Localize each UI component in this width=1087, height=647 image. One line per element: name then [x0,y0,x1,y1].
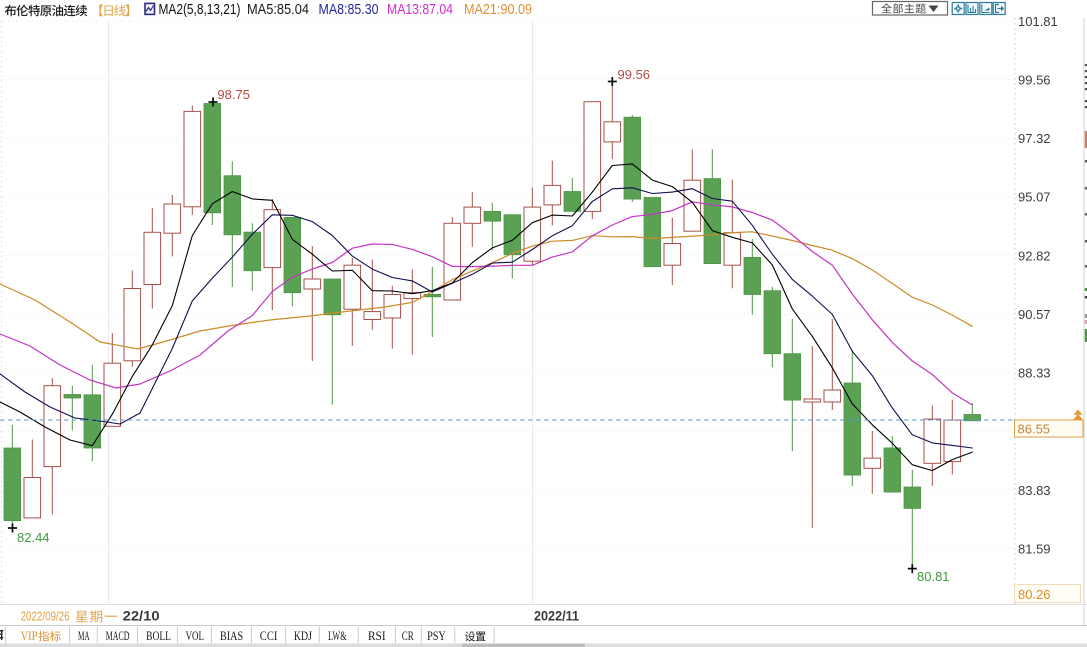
svg-text:95.07: 95.07 [1018,190,1051,205]
svg-text:MA5:85.04: MA5:85.04 [247,2,309,18]
svg-text:80.81: 80.81 [917,569,950,584]
svg-text:MA13:87.04: MA13:87.04 [387,2,453,18]
svg-text:82.44: 82.44 [17,530,50,545]
svg-text:80.26: 80.26 [1018,587,1051,602]
svg-text:VIP: VIP [21,629,38,643]
svg-text:BOLL: BOLL [146,629,171,643]
svg-text:90.57: 90.57 [1018,307,1051,322]
svg-text:MA8:85.30: MA8:85.30 [319,2,379,18]
svg-text:98.75: 98.75 [217,87,250,102]
svg-text:101.81: 101.81 [1018,14,1058,29]
svg-text:CCI: CCI [260,629,278,643]
svg-text:83.83: 83.83 [1018,483,1051,498]
svg-text:RSI: RSI [368,629,386,643]
svg-text:MA21:90.09: MA21:90.09 [464,2,532,18]
svg-text:MA: MA [78,629,90,643]
svg-text:BIAS: BIAS [220,629,243,643]
svg-text:81.59: 81.59 [1018,542,1051,557]
svg-text:VOL: VOL [186,629,204,643]
svg-text:2022/09/26: 2022/09/26 [21,610,70,624]
svg-text:88.33: 88.33 [1018,366,1051,381]
svg-text:MA2(5,8,13,21): MA2(5,8,13,21) [159,2,241,18]
svg-text:86.55: 86.55 [1018,422,1051,437]
svg-text:KDJ: KDJ [294,629,312,643]
svg-text:PSY: PSY [427,629,446,643]
svg-text:LW&: LW& [328,629,347,643]
svg-text:99.56: 99.56 [1018,72,1051,87]
svg-text:2022/11: 2022/11 [534,609,579,624]
svg-text:CR: CR [402,629,415,643]
svg-text:92.82: 92.82 [1018,248,1051,263]
svg-text:99.56: 99.56 [618,67,651,82]
svg-text:22/10: 22/10 [123,609,160,624]
svg-text:97.32: 97.32 [1018,131,1051,146]
svg-text:MACD: MACD [106,629,130,643]
